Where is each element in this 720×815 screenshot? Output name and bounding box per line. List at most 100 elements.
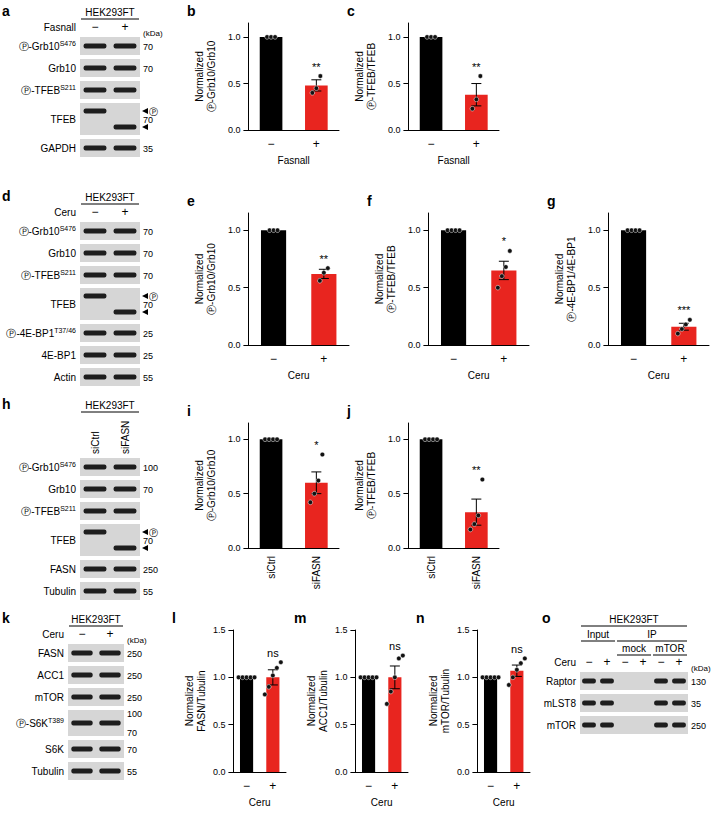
svg-text:25: 25 [143, 329, 153, 339]
svg-text:ns: ns [267, 647, 279, 659]
svg-text:0.5: 0.5 [335, 720, 348, 730]
svg-text:250: 250 [127, 671, 142, 681]
svg-text:70: 70 [143, 42, 153, 52]
svg-text:GAPDH: GAPDH [40, 143, 76, 154]
svg-text:siFASN: siFASN [120, 421, 131, 454]
svg-text:l: l [172, 610, 176, 626]
svg-text:**: ** [472, 464, 481, 476]
svg-text:0.5: 0.5 [228, 79, 241, 89]
svg-text:Tubulin: Tubulin [32, 766, 64, 777]
svg-text:0.0: 0.0 [588, 340, 601, 350]
svg-text:+: + [269, 779, 276, 793]
svg-text:Normalized: Normalized [184, 676, 195, 727]
svg-text:Normalized: Normalized [194, 51, 205, 102]
svg-text:55: 55 [143, 373, 153, 383]
svg-text:−: − [91, 20, 98, 34]
svg-text:1.0: 1.0 [388, 434, 401, 444]
svg-text:**: ** [312, 61, 321, 73]
svg-text:+: + [313, 137, 320, 151]
svg-text:0.0: 0.0 [213, 767, 226, 777]
svg-text:mTOR: mTOR [655, 643, 684, 654]
svg-text:+: + [391, 779, 398, 793]
svg-text:Ⓟ-Grb10/Grb10: Ⓟ-Grb10/Grb10 [206, 449, 217, 521]
svg-text:Tubulin: Tubulin [44, 586, 76, 597]
svg-text:−: − [243, 779, 250, 793]
svg-text:ACC1/Tubulin: ACC1/Tubulin [318, 670, 329, 732]
svg-text:mTOR: mTOR [547, 720, 576, 731]
svg-text:Ⓟ-4E-BP1T37/46: Ⓟ-4E-BP1T37/46 [6, 327, 76, 339]
svg-text:S6K: S6K [45, 744, 64, 755]
svg-text:Grb10: Grb10 [48, 484, 76, 495]
svg-text:1.0: 1.0 [228, 434, 241, 444]
svg-text:+: + [473, 137, 480, 151]
svg-text:HEK293FT: HEK293FT [609, 614, 658, 625]
svg-text:35: 35 [691, 699, 701, 709]
svg-text:b: b [187, 3, 196, 19]
svg-text:Ⓟ-TFEBS211: Ⓟ-TFEBS211 [21, 505, 76, 517]
svg-text:Normalized: Normalized [554, 254, 565, 305]
svg-text:mock: mock [622, 643, 647, 654]
svg-text:Ceru: Ceru [554, 657, 576, 668]
svg-text:70: 70 [143, 300, 153, 310]
svg-text:mTOR/Tubulin: mTOR/Tubulin [440, 669, 451, 733]
svg-text:1.0: 1.0 [388, 32, 401, 42]
svg-text:FASN: FASN [38, 648, 64, 659]
svg-text:siCtrl: siCtrl [426, 556, 437, 579]
svg-text:Normalized: Normalized [428, 676, 439, 727]
svg-text:*: * [502, 235, 507, 247]
svg-text:Normalized: Normalized [354, 460, 365, 511]
svg-text:0.0: 0.0 [228, 543, 241, 553]
svg-text:siCtrl: siCtrl [90, 431, 101, 454]
svg-text:70: 70 [127, 745, 137, 755]
svg-text:Ⓟ: Ⓟ [149, 292, 158, 302]
svg-text:−: − [657, 655, 664, 669]
svg-text:1.5: 1.5 [457, 625, 470, 635]
svg-text:−: − [268, 137, 275, 151]
svg-text:1.0: 1.0 [457, 672, 470, 682]
svg-text:c: c [347, 3, 355, 19]
svg-text:Normalized: Normalized [354, 51, 365, 102]
svg-text:HEK293FT: HEK293FT [71, 614, 120, 625]
svg-text:j: j [346, 403, 351, 419]
svg-text:n: n [416, 610, 425, 626]
svg-text:1.0: 1.0 [228, 32, 241, 42]
svg-text:35: 35 [143, 144, 153, 154]
svg-text:Normalized: Normalized [194, 460, 205, 511]
svg-text:0.0: 0.0 [228, 340, 241, 350]
svg-text:55: 55 [143, 587, 153, 597]
svg-text:0.5: 0.5 [408, 283, 421, 293]
svg-text:Ⓟ-TFEBS211: Ⓟ-TFEBS211 [21, 269, 76, 281]
svg-text:Ceru: Ceru [54, 207, 76, 218]
svg-text:(kDa): (kDa) [691, 664, 711, 673]
svg-text:+: + [121, 20, 128, 34]
svg-text:1.0: 1.0 [228, 225, 241, 235]
svg-text:Ceru: Ceru [371, 797, 393, 808]
svg-text:100: 100 [127, 709, 142, 719]
svg-text:FASN: FASN [50, 564, 76, 575]
svg-text:+: + [500, 352, 507, 366]
svg-text:0.5: 0.5 [228, 283, 241, 293]
svg-text:*: * [314, 439, 319, 451]
svg-text:Ⓟ-4E-BP1/4E-BP1: Ⓟ-4E-BP1/4E-BP1 [566, 236, 577, 321]
svg-text:Ⓟ-Grb10S476: Ⓟ-Grb10S476 [19, 225, 77, 237]
svg-text:+: + [106, 627, 113, 641]
svg-text:70: 70 [127, 728, 137, 738]
svg-text:+: + [639, 655, 646, 669]
svg-text:0.5: 0.5 [588, 283, 601, 293]
svg-text:70: 70 [143, 227, 153, 237]
svg-text:ns: ns [389, 640, 401, 652]
svg-text:ns: ns [511, 643, 523, 655]
svg-text:Grb10: Grb10 [48, 63, 76, 74]
svg-text:250: 250 [691, 721, 706, 731]
svg-text:70: 70 [143, 485, 153, 495]
svg-text:i: i [187, 403, 191, 419]
svg-text:0.5: 0.5 [213, 720, 226, 730]
svg-text:Fasnall: Fasnall [438, 155, 470, 166]
svg-text:70: 70 [143, 115, 153, 125]
svg-text:Grb10: Grb10 [48, 248, 76, 259]
svg-text:+: + [513, 779, 520, 793]
svg-text:FASN/Tubulin: FASN/Tubulin [196, 670, 207, 731]
svg-text:Ceru: Ceru [249, 797, 271, 808]
svg-text:0.0: 0.0 [388, 543, 401, 553]
svg-text:Ⓟ-S6KT389: Ⓟ-S6KT389 [16, 717, 64, 729]
